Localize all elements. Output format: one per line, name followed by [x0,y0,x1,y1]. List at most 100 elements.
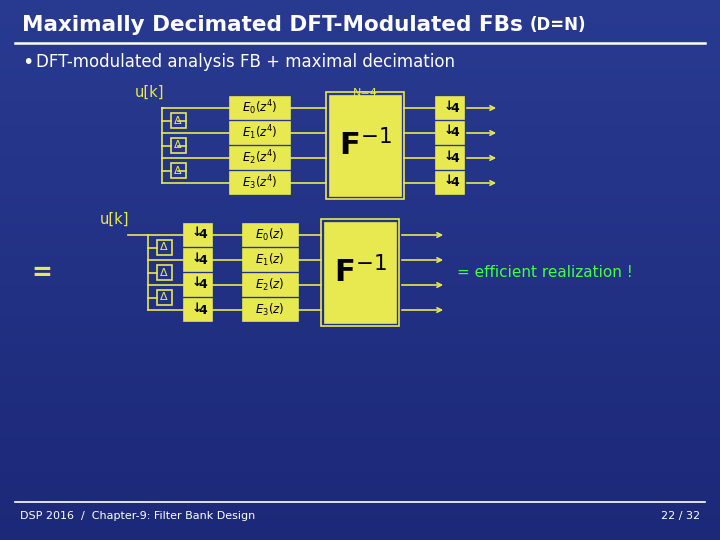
Bar [0,353,720,354]
Bar [0,180,720,181]
Bar [0,485,720,486]
Bar [0,184,720,185]
Bar [0,83,720,84]
Bar [0,452,720,453]
Bar [0,430,720,431]
Bar [0,396,720,397]
Bar [0,392,720,393]
Bar [230,97,290,119]
Bar [0,223,720,224]
Bar [0,422,720,423]
Bar [0,269,720,270]
Text: •: • [22,52,33,71]
Bar [0,349,720,350]
Bar [0,255,720,256]
Bar [0,343,720,344]
Bar [0,340,720,341]
Bar [0,253,720,254]
Bar [329,95,401,196]
Text: Δ: Δ [174,140,182,151]
Bar [0,260,720,261]
Text: DFT-modulated analysis FB + maximal decimation: DFT-modulated analysis FB + maximal deci… [36,53,455,71]
Bar [0,320,720,321]
Bar [0,175,720,176]
Bar [0,55,720,56]
Bar [0,109,720,110]
Bar [0,378,720,379]
Bar [0,483,720,484]
Bar [0,238,720,239]
Bar [0,59,720,60]
Bar [0,102,720,103]
Bar [0,206,720,207]
Bar [0,46,720,47]
Bar [0,177,720,178]
Bar [0,111,720,112]
Bar [0,187,720,188]
Bar [0,361,720,362]
Bar [0,313,720,314]
Bar [0,413,720,414]
Bar [0,384,720,385]
Bar [0,531,720,532]
Bar [0,176,720,177]
Bar [0,415,720,416]
Bar [0,19,720,20]
Bar [0,306,720,307]
Bar [0,288,720,289]
Bar [0,61,720,62]
Bar [0,23,720,24]
Bar [184,274,212,296]
Bar [0,200,720,201]
Bar [0,142,720,143]
Bar [184,299,212,321]
Bar [0,35,720,36]
Bar [0,364,720,365]
Bar [0,84,720,85]
Bar [0,272,720,273]
Bar [0,499,720,500]
Bar [0,382,720,383]
Bar [0,165,720,166]
Text: $E_2(z^4)$: $E_2(z^4)$ [242,148,278,167]
Bar [436,97,464,119]
Bar [0,457,720,458]
Text: =: = [32,260,53,285]
Bar [0,309,720,310]
Bar [0,287,720,288]
Bar [0,182,720,183]
Bar [0,519,720,520]
Bar [0,453,720,454]
Bar [0,144,720,145]
Bar [0,273,720,274]
Bar [0,500,720,501]
Bar [0,350,720,351]
Bar [0,297,720,298]
Bar [0,131,720,132]
Bar [0,467,720,468]
Bar [0,292,720,293]
Bar [0,178,720,179]
Text: ↓: ↓ [192,276,202,289]
Bar [0,319,720,320]
Bar [0,254,720,255]
Bar [0,194,720,195]
Bar [0,304,720,305]
Bar [0,345,720,346]
Bar [0,419,720,420]
Bar [0,298,720,299]
Bar [0,166,720,167]
Bar [0,327,720,328]
Bar [243,249,297,271]
Bar [0,399,720,400]
Bar [0,442,720,443]
Bar [0,169,720,170]
Bar [0,480,720,481]
Bar [0,115,720,116]
Bar [0,134,720,135]
Text: ↓: ↓ [192,252,202,265]
Bar [0,204,720,205]
Bar [0,341,720,342]
Bar [0,348,720,349]
Bar [0,256,720,257]
